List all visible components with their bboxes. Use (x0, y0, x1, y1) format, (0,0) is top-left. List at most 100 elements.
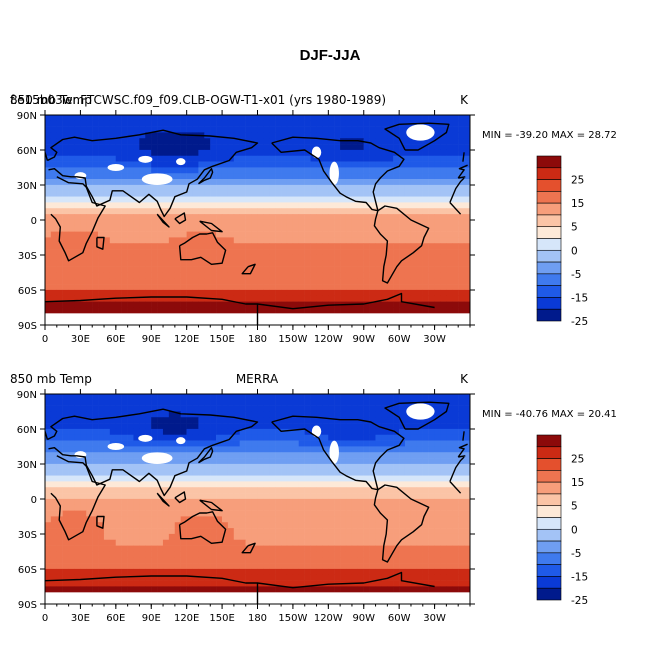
field-cell (68, 115, 75, 122)
field-cell (422, 528, 429, 535)
field-cell (109, 237, 117, 244)
field-cell (316, 493, 323, 500)
field-cell (340, 237, 347, 244)
field-cell (245, 278, 252, 285)
field-cell (204, 289, 211, 297)
field-cell (357, 487, 364, 494)
field-cell (227, 428, 235, 436)
field-cell (422, 260, 429, 267)
field-cell (292, 219, 300, 227)
field-cell (162, 545, 170, 552)
field-cell (404, 481, 412, 488)
field-cell (351, 498, 359, 506)
field-cell (92, 243, 99, 250)
field-cell (109, 266, 117, 273)
field-cell (416, 452, 423, 459)
field-cell (204, 167, 211, 174)
field-cell (127, 522, 134, 529)
field-cell (192, 295, 199, 302)
field-cell (157, 196, 164, 203)
field-cell (98, 539, 105, 546)
field-cell (316, 458, 323, 465)
field-cell (440, 126, 447, 133)
field-cell (304, 394, 311, 401)
field-cell (92, 434, 99, 441)
field-cell (121, 173, 128, 180)
field-cell (310, 243, 317, 250)
field-cell (80, 568, 87, 576)
field-cell (440, 190, 447, 197)
field-cell (221, 161, 229, 168)
field-cell (192, 475, 199, 482)
field-cell (269, 557, 276, 564)
field-cell (145, 115, 152, 122)
field-cell (103, 231, 111, 238)
y-tick-label: 30N (17, 181, 37, 192)
field-cell (115, 452, 122, 459)
field-cell (162, 510, 170, 517)
field-cell (345, 504, 353, 511)
field-cell (210, 161, 217, 168)
field-cell (204, 469, 211, 476)
field-cell (62, 219, 69, 227)
field-cell (157, 138, 164, 145)
field-cell (109, 458, 117, 465)
field-cell (446, 469, 453, 476)
field-cell (404, 225, 412, 232)
field-cell (45, 504, 52, 511)
field-cell (245, 190, 252, 197)
field-cell (168, 452, 176, 459)
field-cell (233, 458, 240, 465)
field-cell (304, 423, 311, 430)
field-cell (80, 167, 87, 174)
field-cell (452, 284, 459, 291)
field-cell (440, 417, 447, 424)
field-cell (304, 510, 311, 517)
field-cell (434, 208, 441, 215)
field-cell (375, 278, 382, 285)
field-cell (133, 458, 140, 465)
field-cell (410, 284, 418, 291)
field-cell (98, 184, 105, 192)
field-cell (375, 510, 382, 517)
field-cell (204, 161, 211, 168)
field-cell (458, 504, 465, 511)
field-cell (275, 120, 282, 127)
field-cell (127, 266, 134, 273)
field-cell (387, 469, 394, 476)
field-cell (281, 446, 288, 453)
field-cell (56, 149, 63, 157)
field-cell (98, 167, 105, 174)
field-cell (410, 254, 418, 262)
field-cell (387, 184, 394, 192)
field-cell (399, 551, 406, 558)
field-cell (109, 411, 117, 418)
field-cell (263, 231, 270, 238)
field-cell (45, 516, 52, 523)
field-cell (263, 563, 270, 570)
field-cell (180, 568, 187, 576)
field-cell (387, 155, 394, 162)
field-cell (204, 533, 211, 541)
field-cell (210, 469, 217, 476)
field-cell (221, 167, 229, 174)
field-cell (275, 481, 282, 488)
field-cell (245, 493, 252, 500)
field-cell (74, 458, 81, 465)
field-cell (98, 284, 105, 291)
field-cell (50, 510, 58, 517)
field-cell (157, 254, 164, 262)
field-cell (458, 295, 465, 302)
field-cell (210, 563, 217, 570)
field-cell (363, 504, 370, 511)
field-cell (198, 417, 205, 424)
field-cell (151, 161, 158, 168)
field-cell (180, 533, 187, 541)
field-cell (121, 417, 128, 424)
field-cell (204, 120, 211, 127)
field-cell (109, 498, 117, 506)
field-cell (186, 272, 193, 279)
field-cell (239, 132, 246, 139)
field-cell (92, 423, 99, 430)
field-cell (121, 481, 128, 488)
